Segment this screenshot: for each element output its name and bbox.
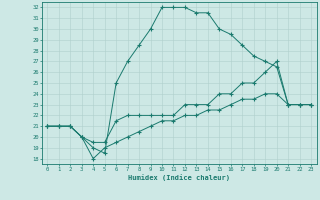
X-axis label: Humidex (Indice chaleur): Humidex (Indice chaleur) — [128, 175, 230, 181]
